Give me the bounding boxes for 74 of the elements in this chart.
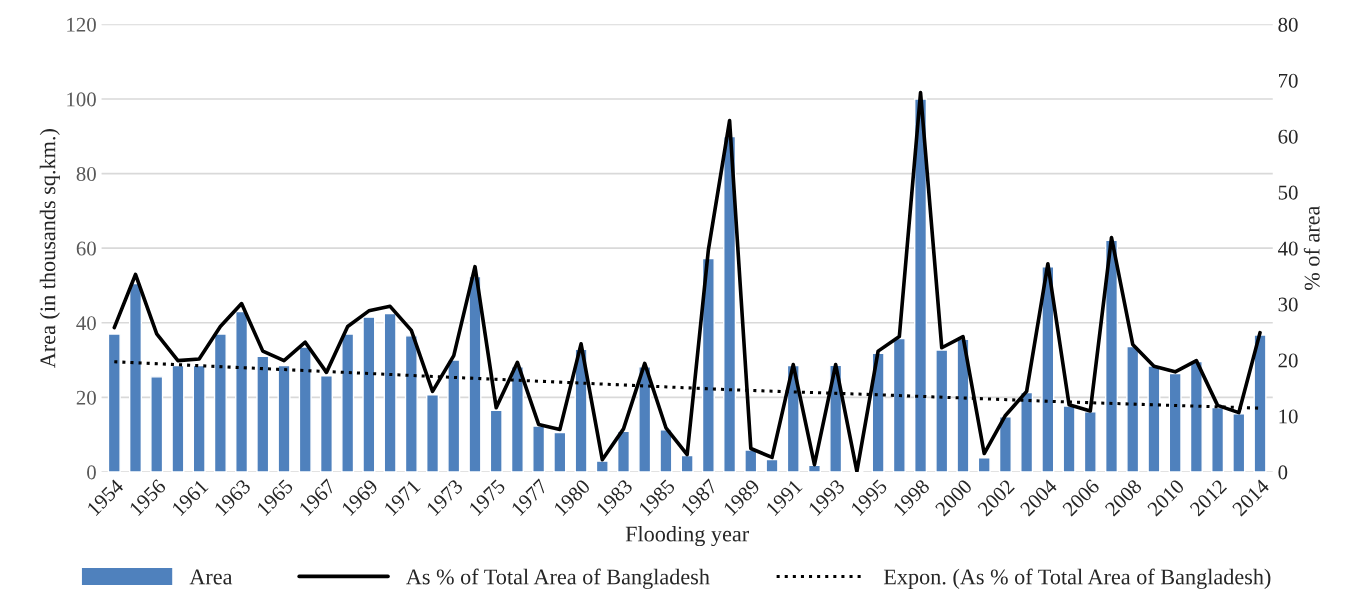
bar: [1189, 360, 1203, 472]
bar: [659, 429, 673, 472]
bar: [765, 458, 779, 472]
bar: [616, 430, 631, 472]
y2-tick-label: 40: [1278, 241, 1298, 256]
y-tick-label: 60: [76, 241, 96, 256]
bar: [383, 312, 397, 472]
bar: [977, 457, 991, 472]
y-tick-label: 120: [67, 17, 96, 32]
bar: [404, 335, 418, 472]
bar: [1020, 391, 1034, 472]
bar: [277, 364, 291, 472]
bar: [447, 359, 461, 472]
bar: [1126, 345, 1140, 472]
bar: [510, 366, 524, 472]
bar: [1147, 365, 1161, 472]
x-tick-label: 1961: [171, 478, 209, 517]
bar: [341, 333, 355, 472]
bar: [468, 275, 482, 472]
bar: [680, 454, 694, 472]
y-tick-label: 80: [76, 166, 96, 181]
bar: [235, 310, 249, 472]
bar: [128, 282, 143, 472]
x-axis-title: Flooding year: [625, 525, 749, 547]
bar: [107, 333, 121, 472]
bar: [744, 449, 758, 472]
y2-tick-label: 20: [1278, 353, 1298, 368]
legend-label: Area: [189, 569, 233, 585]
y-tick-label: 20: [76, 390, 96, 405]
line-series: [112, 90, 1262, 472]
y2-tick-label: 50: [1278, 185, 1298, 200]
bar: [532, 425, 546, 472]
bar: [1211, 406, 1225, 472]
x-tick-label: 1971: [383, 478, 421, 517]
y-tick-label: 0: [87, 465, 96, 480]
y2-axis-title: % of area: [1303, 205, 1320, 290]
bar: [171, 364, 185, 472]
bar: [935, 349, 949, 472]
bar: [723, 135, 737, 472]
bar: [150, 376, 164, 472]
legend-label: Expon. (As % of Total Area of Bangladesh): [883, 568, 1271, 589]
legend-label: As % of Total Area of Bangladesh: [406, 568, 710, 589]
bar: [998, 416, 1012, 472]
y2-tick-label: 80: [1278, 17, 1298, 32]
bar: [1168, 372, 1182, 472]
y2-tick-label: 0: [1278, 465, 1288, 480]
x-tick-label: 1991: [765, 478, 803, 517]
bar: [553, 431, 567, 472]
y2-tick-label: 60: [1278, 129, 1298, 144]
bar: [489, 409, 503, 472]
y2-tick-label: 10: [1279, 409, 1298, 424]
y2-tick-label: 30: [1278, 297, 1298, 312]
bar: [892, 337, 906, 472]
bar: [298, 346, 312, 472]
bar: [701, 257, 715, 472]
y-tick-label: 100: [67, 92, 96, 107]
bar: [256, 355, 270, 472]
bar: [1062, 405, 1076, 472]
bar: [595, 460, 609, 472]
bar: [807, 464, 821, 472]
y-axis-title: Area (in thousands sq.km.): [39, 129, 60, 368]
bar: [871, 352, 885, 472]
bar: [1253, 334, 1267, 472]
bar: [362, 316, 376, 472]
bar: [426, 394, 440, 472]
bar: [956, 338, 970, 472]
bar: [1232, 413, 1246, 472]
bar: [1083, 411, 1097, 472]
bar: [192, 364, 206, 472]
y2-tick-label: 70: [1278, 73, 1298, 88]
bar: [1104, 239, 1119, 472]
bar: [319, 375, 333, 472]
y-tick-label: 40: [76, 316, 96, 331]
bar: [213, 333, 227, 472]
